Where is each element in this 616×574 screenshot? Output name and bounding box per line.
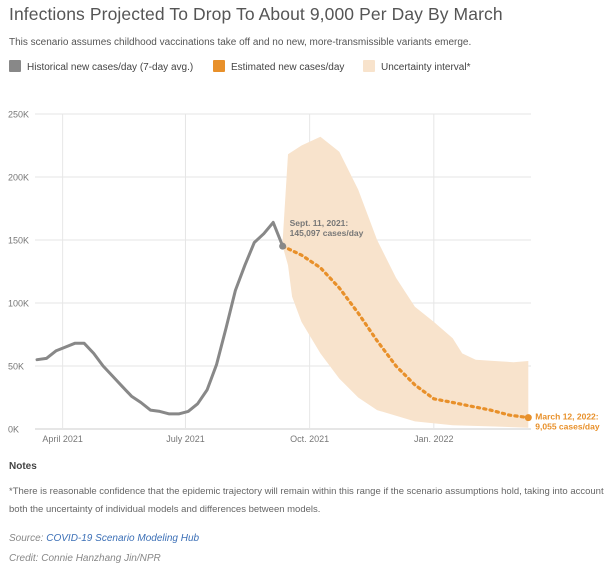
uncertainty-band [282, 136, 529, 428]
legend-label-historical: Historical new cases/day (7-day avg.) [27, 62, 194, 73]
grid-layer: 0K 50K 100K 150K 200K 250K April 2021 July 2021… [8, 110, 531, 444]
legend-item-uncertainty: Uncertainty interval* [363, 60, 470, 73]
legend-swatch-estimated [213, 60, 225, 72]
annotation-point-estimated [524, 414, 532, 422]
annotation-value: 145,097 cases/day [290, 228, 364, 238]
x-tick-label: July 2021 [166, 434, 205, 444]
y-tick-label: 250K [8, 110, 29, 120]
chart-subtitle: This scenario assumes childhood vaccinat… [9, 37, 472, 48]
source-label: Source: [9, 533, 44, 544]
y-tick-label: 100K [8, 299, 29, 309]
notes-body: *There is reasonable confidence that the… [9, 486, 604, 515]
x-tick-label: April 2021 [42, 434, 83, 444]
annotation-label: Sept. 11, 2021: [290, 218, 349, 228]
annotation-point-historical [279, 242, 287, 250]
legend-label-uncertainty: Uncertainty interval* [381, 62, 471, 73]
series-line-estimated [281, 244, 530, 420]
y-tick-label: 50K [8, 362, 24, 372]
notes-heading: Notes [9, 461, 37, 472]
annotation-label: March 12, 2022: [535, 412, 598, 422]
annotation-value: 9,055 cases/day [535, 422, 600, 432]
legend-item-historical: Historical new cases/day (7-day avg.) [9, 60, 193, 73]
source-link[interactable]: COVID-19 Scenario Modeling Hub [46, 533, 200, 544]
legend-swatch-uncertainty [363, 60, 375, 72]
x-tick-label: Oct. 2021 [290, 434, 329, 444]
uncertainty-layer [282, 136, 529, 428]
annotation-layer: Sept. 11, 2021:145,097 cases/day March 12… [279, 218, 600, 432]
series-layer [35, 220, 530, 420]
y-tick-label: 200K [8, 173, 29, 183]
legend-swatch-historical [9, 60, 21, 72]
legend-label-estimated: Estimated new cases/day [231, 62, 345, 73]
y-tick-label: 0K [8, 425, 19, 435]
line-chart: 0K 50K 100K 150K 200K 250K April 2021 July 2021… [8, 110, 600, 445]
source-line: Source: COVID-19 Scenario Modeling Hub [9, 533, 199, 544]
credit-line: Credit: Connie Hanzhang Jin/NPR [9, 553, 161, 564]
chart-title: Infections Projected To Drop To About 9,… [9, 4, 503, 24]
y-tick-label: 150K [8, 236, 29, 246]
legend-item-estimated: Estimated new cases/day [213, 60, 344, 73]
series-line-historical [35, 220, 285, 416]
x-tick-label: Jan. 2022 [414, 434, 454, 444]
